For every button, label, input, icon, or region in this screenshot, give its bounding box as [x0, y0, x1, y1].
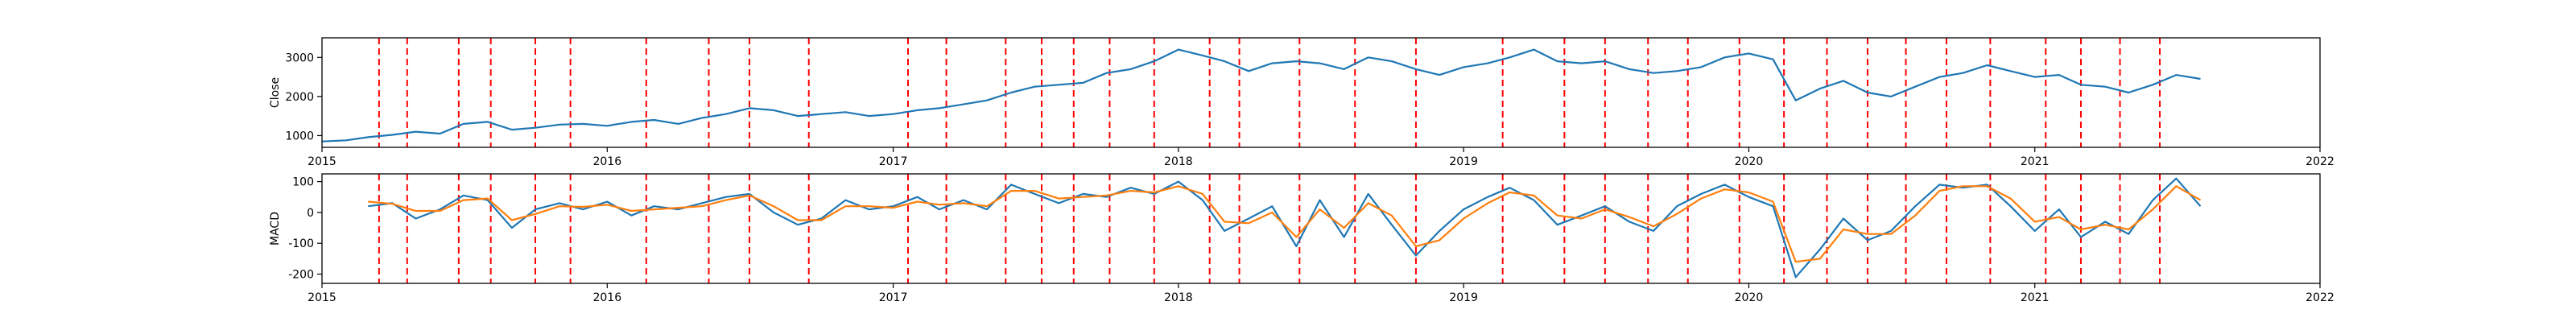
y-tick-label: 3000	[285, 52, 314, 64]
x-tick-label: 2018	[1164, 291, 1193, 304]
x-tick-label: 2018	[1164, 155, 1193, 168]
close-price-panel: 2015 2016 2017 2018 2019 2020 2021 2022 1000 2000…	[269, 37, 2334, 168]
y-axis-title: MACD	[269, 212, 282, 246]
series-line-1	[368, 185, 2202, 263]
x-tick-label: 2022	[2306, 155, 2334, 168]
y-tick-label: 100	[292, 176, 314, 189]
x-tick-label: 2015	[308, 155, 336, 168]
macd-panel: 2015 2016 2017 2018 2019 2020 2021 2022 100 0 -100…	[269, 173, 2334, 304]
y-tick-label: 1000	[285, 130, 314, 142]
x-tick-label: 2015	[308, 291, 336, 304]
y-tick-label: -200	[288, 269, 314, 282]
x-tick-label: 2016	[592, 155, 621, 168]
x-tick-label: 2019	[1449, 155, 1478, 168]
x-tick-label: 2020	[1735, 155, 1764, 168]
y-tick-label: 0	[307, 207, 314, 220]
plot-frame	[321, 37, 2321, 148]
y-axis-title: Close	[269, 77, 282, 108]
x-tick-label: 2019	[1449, 291, 1478, 304]
x-tick-label: 2016	[592, 291, 621, 304]
x-tick-label: 2020	[1735, 291, 1764, 304]
x-tick-label: 2017	[879, 291, 908, 304]
y-tick-label: -100	[288, 237, 314, 250]
y-tick-label: 2000	[285, 91, 314, 104]
x-tick-label: 2017	[879, 155, 908, 168]
x-tick-label: 2022	[2306, 291, 2334, 304]
x-tick-label: 2021	[2021, 291, 2050, 304]
plot-frame	[321, 173, 2321, 284]
x-tick-label: 2021	[2021, 155, 2050, 168]
series-line-0	[322, 48, 2201, 142]
